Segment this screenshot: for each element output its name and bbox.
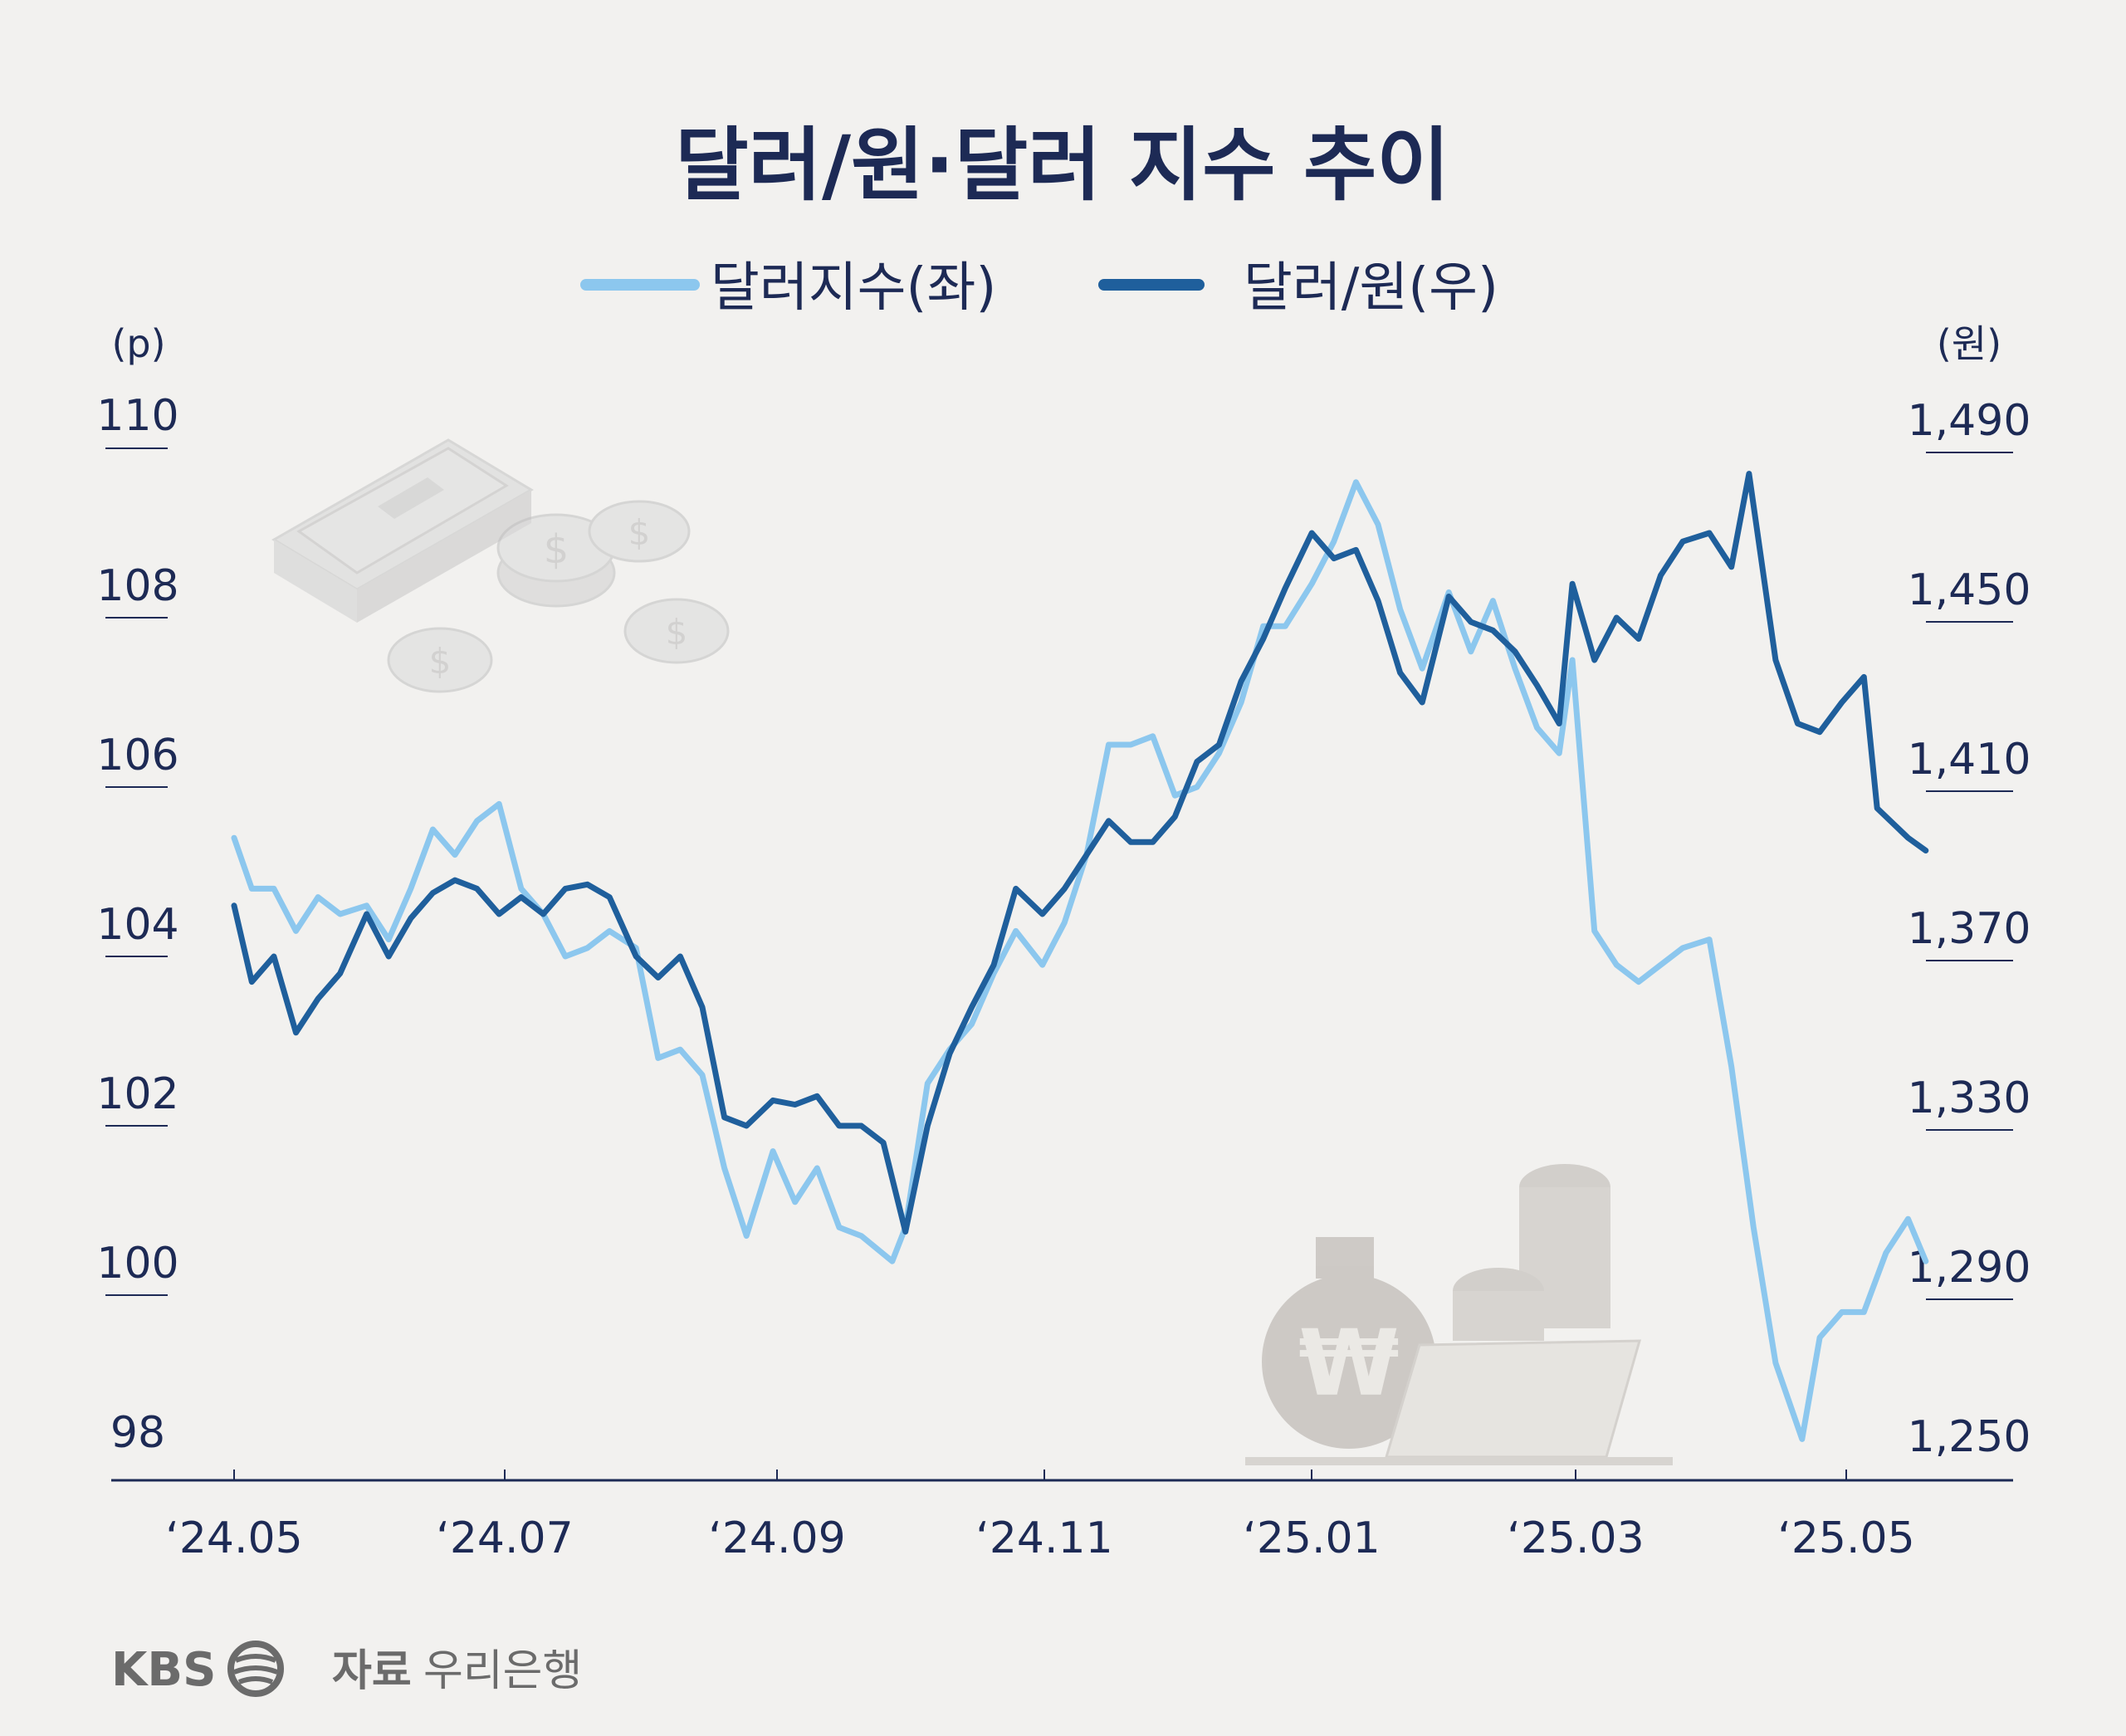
- legend-label-dollar-index: 달러지수(좌): [711, 257, 996, 319]
- svg-text:₩: ₩: [1298, 1310, 1399, 1416]
- svg-text:$: $: [666, 612, 688, 653]
- right-axis-unit: (원): [1937, 321, 2001, 366]
- kbs-logo-icon: [227, 1641, 284, 1697]
- series-line-usd-krw: [231, 471, 1929, 1235]
- kbs-logo-text: KBS: [111, 1643, 216, 1697]
- x-tick-label: ‘24.07: [436, 1513, 573, 1563]
- left-tick-label: 106: [96, 731, 178, 780]
- source-name: 우리은행: [423, 1646, 582, 1696]
- left-tick-label: 110: [96, 391, 178, 441]
- x-axis: ‘24.05 ‘24.07 ‘24.09 ‘24.11 ‘25.01 ‘25.0…: [111, 1469, 2013, 1563]
- footer: KBS 자료 우리은행: [111, 1641, 582, 1697]
- series-line-dollar-index: [231, 479, 1929, 1442]
- x-tick-label: ‘24.05: [165, 1513, 302, 1563]
- x-tick-label: ‘25.01: [1243, 1513, 1380, 1563]
- right-axis: 1,490 1,450 1,410 1,370 1,330 1,290 1,25…: [1908, 396, 2031, 1462]
- right-tick-label: 1,250: [1908, 1412, 2031, 1462]
- chart-title: 달러/원·달러 지수 추이: [675, 119, 1449, 212]
- won-illustration: ₩: [1245, 1164, 1673, 1465]
- svg-text:$: $: [429, 641, 452, 682]
- right-tick-label: 1,450: [1908, 565, 2031, 615]
- right-tick-label: 1,370: [1908, 904, 2031, 954]
- coins-illustration: $ $ $ $: [387, 500, 730, 693]
- source-label: 자료: [332, 1646, 412, 1696]
- legend-label-usd-krw: 달러/원(우): [1244, 257, 1498, 319]
- x-tick-label: ‘25.05: [1777, 1513, 1914, 1563]
- right-tick-label: 1,410: [1908, 735, 2031, 785]
- left-axis: 110 108 106 104 102 100 98: [96, 391, 178, 1458]
- x-tick-label: ‘24.09: [708, 1513, 845, 1563]
- x-tick-label: ‘25.03: [1507, 1513, 1644, 1563]
- svg-text:$: $: [544, 526, 569, 573]
- left-tick-label: 108: [96, 561, 178, 611]
- right-tick-label: 1,290: [1908, 1243, 2031, 1293]
- right-tick-label: 1,330: [1908, 1073, 2031, 1123]
- money-stack-illustration: [271, 438, 534, 623]
- left-tick-label: 102: [96, 1069, 178, 1119]
- x-tick-label: ‘24.11: [975, 1513, 1112, 1563]
- left-tick-label: 104: [96, 900, 178, 950]
- svg-text:$: $: [628, 512, 651, 553]
- series-layer: [231, 471, 1929, 1442]
- left-tick-label: 100: [96, 1239, 178, 1289]
- legend: 달러지수(좌) 달러/원(우): [580, 257, 1498, 319]
- left-axis-unit: (p): [111, 321, 165, 366]
- right-tick-label: 1,490: [1908, 396, 2031, 446]
- left-tick-label: 98: [110, 1408, 165, 1458]
